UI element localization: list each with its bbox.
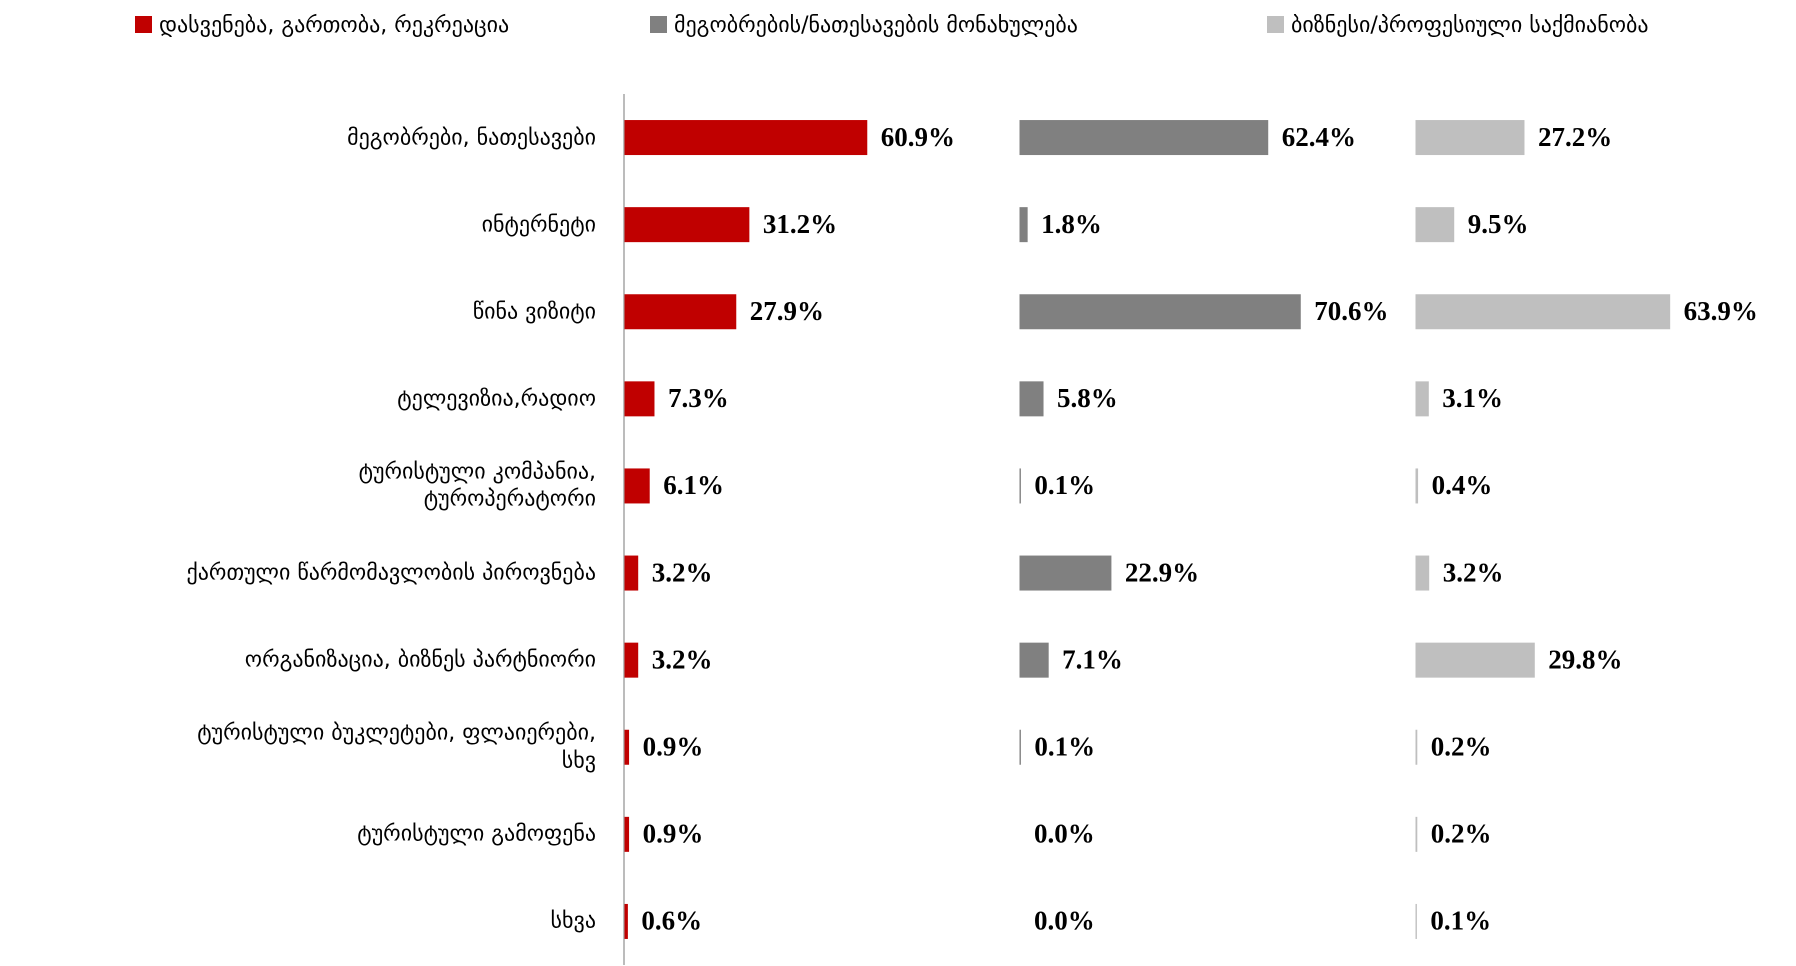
bar xyxy=(624,207,750,243)
category-label: ტურისტული ბუკლეტები, ფლაიერები, სხვ xyxy=(197,720,596,774)
bar xyxy=(624,555,639,591)
value-label: 70.6% xyxy=(1314,296,1388,326)
value-label: 6.1% xyxy=(663,470,724,500)
value-label: 29.8% xyxy=(1548,644,1622,674)
bar xyxy=(1415,642,1535,678)
value-label: 0.0% xyxy=(1034,819,1095,849)
bar xyxy=(1019,555,1112,591)
value-label: 5.8% xyxy=(1057,383,1118,413)
bar xyxy=(1415,120,1525,156)
value-label: 0.2% xyxy=(1431,731,1492,761)
value-label: 0.1% xyxy=(1034,731,1095,761)
value-label: 22.9% xyxy=(1125,557,1199,587)
category-label: ტურისტული კომპანია, ტუროპერატორი xyxy=(358,459,596,512)
value-label: 3.2% xyxy=(1443,557,1504,587)
bar xyxy=(624,294,737,330)
value-label: 1.8% xyxy=(1041,209,1102,239)
value-label: 31.2% xyxy=(763,209,837,239)
bar xyxy=(1415,294,1671,330)
category-label: ტურისტული გამოფენა xyxy=(357,821,596,847)
bar xyxy=(1019,207,1028,243)
bar xyxy=(624,381,655,417)
category-label: ორგანიზაცია, ბიზნეს პარტნიორი xyxy=(244,647,596,673)
bar xyxy=(624,468,650,504)
value-label: 62.4% xyxy=(1282,122,1356,152)
value-label: 0.4% xyxy=(1432,470,1493,500)
value-label: 3.2% xyxy=(652,557,713,587)
bar xyxy=(624,642,639,678)
value-label: 0.9% xyxy=(643,731,704,761)
legend-label: მეგობრების/ნათესავების მონახულება xyxy=(674,13,1078,38)
value-label: 0.6% xyxy=(641,906,702,936)
bar xyxy=(1415,468,1419,504)
bar xyxy=(1019,381,1044,417)
value-label: 7.1% xyxy=(1062,644,1123,674)
bar xyxy=(1415,555,1430,591)
legend-swatch xyxy=(650,16,667,33)
category-label: მეგობრები, ნათესავები xyxy=(347,124,596,150)
value-label: 60.9% xyxy=(881,122,955,152)
bar xyxy=(1415,729,1418,765)
value-label: 0.0% xyxy=(1034,906,1095,936)
bar xyxy=(1415,381,1429,417)
legend-swatch xyxy=(1267,16,1284,33)
bar xyxy=(624,729,630,765)
bar xyxy=(1019,642,1049,678)
value-label: 3.2% xyxy=(652,644,713,674)
bar xyxy=(624,120,868,156)
value-label: 9.5% xyxy=(1468,209,1529,239)
category-label: ინტერნეტი xyxy=(481,211,596,237)
bar xyxy=(624,816,630,852)
value-label: 0.9% xyxy=(643,819,704,849)
value-label: 0.1% xyxy=(1430,906,1491,936)
category-label: წინა ვიზიტი xyxy=(472,299,596,324)
category-label: ქართული წარმომავლობის პიროვნება xyxy=(186,560,596,586)
bar xyxy=(1019,294,1301,330)
bar xyxy=(1415,207,1455,243)
legend-label: დასვენება, გართობა, რეკრეაცია xyxy=(159,13,509,38)
legend-swatch xyxy=(135,16,152,33)
category-label: სხვა xyxy=(550,908,596,934)
value-label: 27.2% xyxy=(1538,122,1612,152)
value-label: 0.2% xyxy=(1431,819,1492,849)
value-label: 63.9% xyxy=(1684,296,1758,326)
value-label: 27.9% xyxy=(750,296,824,326)
value-label: 3.1% xyxy=(1442,383,1503,413)
value-label: 0.1% xyxy=(1034,470,1095,500)
category-label: ტელევიზია,რადიო xyxy=(397,386,596,412)
legend-label: ბიზნესი/პროფესიული საქმიანობა xyxy=(1291,13,1649,38)
value-label: 7.3% xyxy=(668,383,729,413)
bar xyxy=(1415,816,1418,852)
bar xyxy=(624,903,628,939)
bar xyxy=(1019,120,1269,156)
